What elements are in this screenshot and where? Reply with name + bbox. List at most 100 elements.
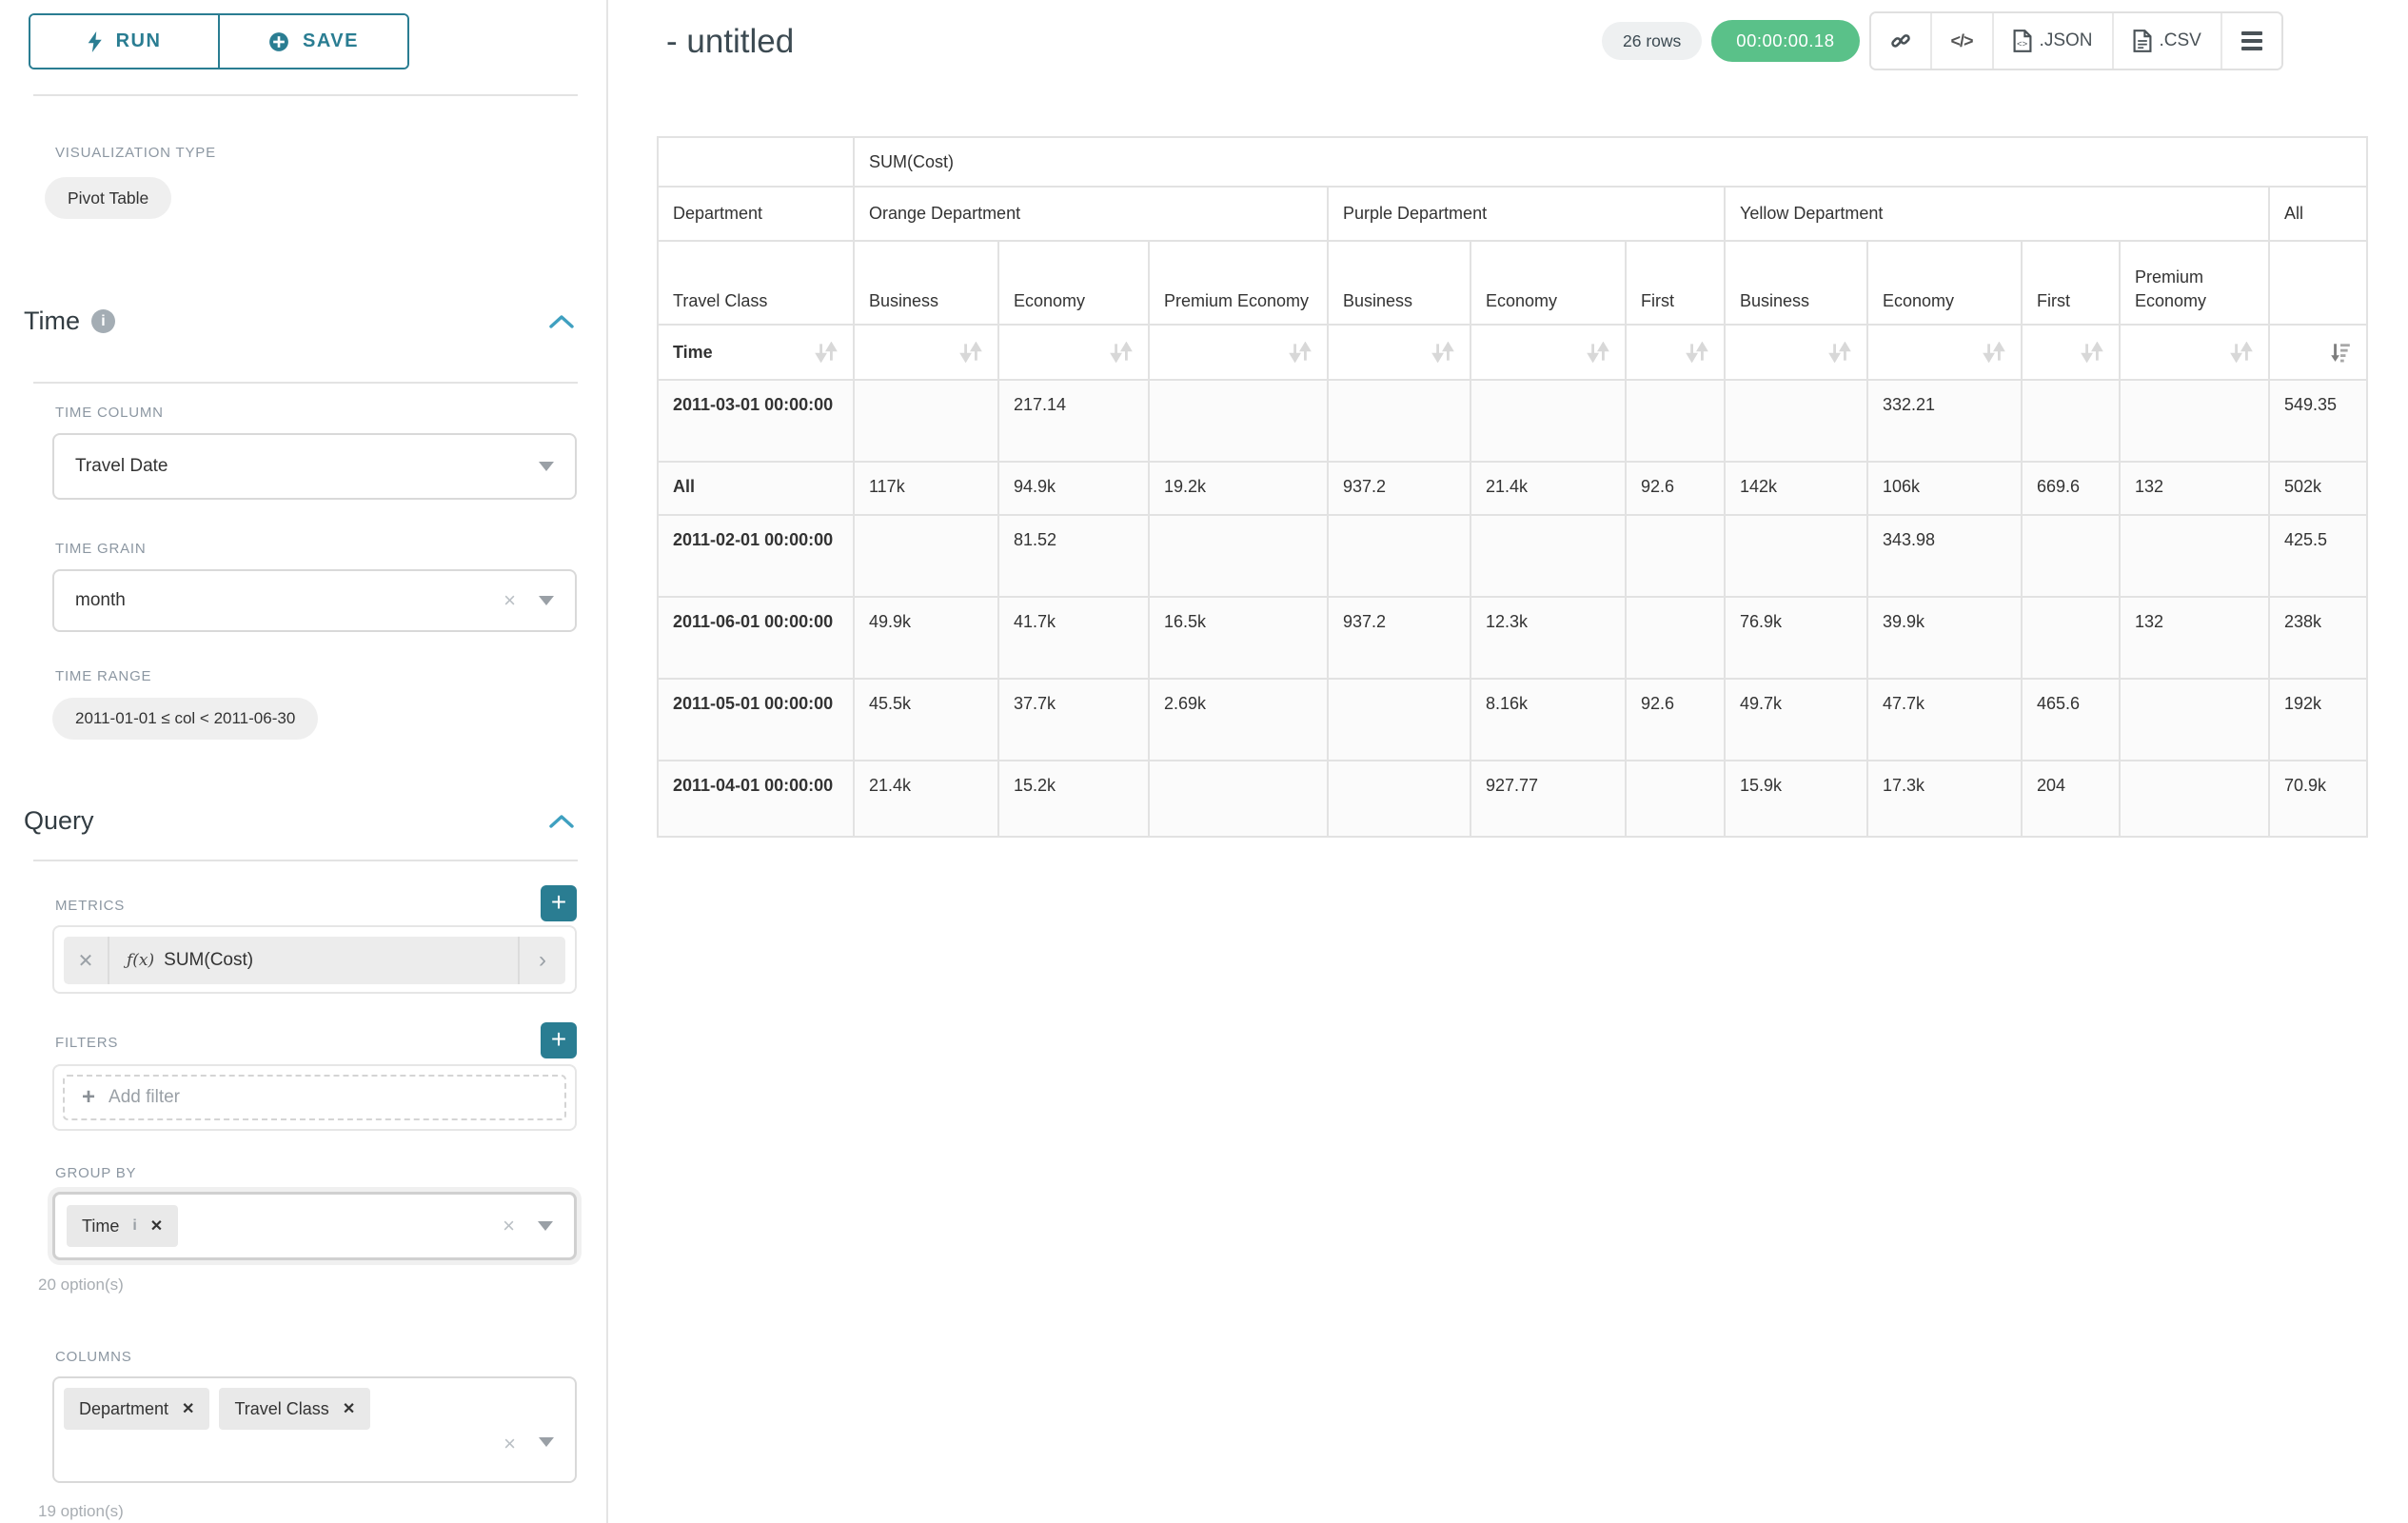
columns-chip[interactable]: Travel Class: [219, 1388, 370, 1430]
time-grain-select[interactable]: month: [52, 569, 577, 632]
value-cell: 927.77: [1470, 761, 1626, 837]
value-cell: 332.21: [1867, 380, 2022, 462]
remove-chip-icon[interactable]: [150, 1216, 163, 1236]
chevron-up-icon[interactable]: [549, 314, 574, 329]
query-actions-bar: RUN SAVE: [0, 0, 606, 70]
link-icon: [1890, 30, 1911, 51]
column-leaf-header: First: [1626, 241, 1725, 325]
time-range-pill[interactable]: 2011-01-01 ≤ col < 2011-06-30: [52, 698, 318, 740]
remove-metric-icon[interactable]: [64, 937, 109, 984]
sort-toggle-icon[interactable]: [1109, 342, 1134, 363]
sort-toggle-icon[interactable]: [1586, 342, 1610, 363]
time-range-label: TIME RANGE: [55, 668, 151, 684]
sort-toggle-icon[interactable]: [1982, 342, 2006, 363]
row-header-cell: 2011-05-01 00:00:00: [658, 679, 854, 761]
value-cell: 8.16k: [1470, 679, 1626, 761]
department-dimension-cell: Department: [658, 187, 854, 241]
sort-toggle-icon[interactable]: [1685, 342, 1709, 363]
value-cell: [2022, 515, 2120, 597]
add-metric-button[interactable]: [541, 885, 577, 921]
sort-toggle-icon[interactable]: [1827, 342, 1852, 363]
filters-label: FILTERS: [55, 1035, 118, 1051]
chart-title[interactable]: - untitled: [666, 23, 794, 61]
value-cell: [2120, 679, 2269, 761]
clear-icon[interactable]: [503, 1434, 516, 1454]
sort-header-cell: [1725, 325, 1867, 380]
sort-header-cell: [2120, 325, 2269, 380]
time-section-header: Time: [24, 307, 115, 336]
column-leaf-header: First: [2022, 241, 2120, 325]
clear-icon[interactable]: [503, 590, 516, 611]
column-group-header: Yellow Department: [1725, 187, 2269, 241]
row-header-cell: 2011-03-01 00:00:00: [658, 380, 854, 462]
divider: [33, 860, 578, 861]
group-by-chip[interactable]: Time i: [67, 1205, 178, 1247]
visualization-type-pill[interactable]: Pivot Table: [45, 177, 171, 219]
sort-toggle-icon[interactable]: [814, 342, 839, 363]
group-by-select[interactable]: Time i: [52, 1192, 577, 1260]
visualization-type-label: VISUALIZATION TYPE: [55, 145, 216, 161]
menu-button[interactable]: [2220, 13, 2281, 69]
add-filter-button[interactable]: [541, 1022, 577, 1058]
column-group-header: Orange Department: [854, 187, 1328, 241]
columns-select[interactable]: Department Travel Class: [52, 1376, 577, 1483]
share-link-button[interactable]: [1871, 13, 1930, 69]
value-cell: 19.2k: [1149, 462, 1328, 515]
chevron-down-icon: [538, 1221, 553, 1231]
sort-header-cell: [1328, 325, 1470, 380]
chevron-down-icon: [539, 596, 554, 605]
sort-desc-active-icon[interactable]: [2329, 341, 2352, 364]
value-cell: [1470, 380, 1626, 462]
column-leaf-header: Business: [854, 241, 998, 325]
time-dimension-cell: Time: [658, 325, 854, 380]
sort-toggle-icon[interactable]: [1431, 342, 1455, 363]
pivot-table-container: SUM(Cost)DepartmentOrange DepartmentPurp…: [657, 136, 2368, 838]
chevron-up-icon[interactable]: [549, 814, 574, 829]
value-cell: 81.52: [998, 515, 1149, 597]
run-button[interactable]: RUN: [30, 15, 218, 68]
value-cell: 21.4k: [1470, 462, 1626, 515]
sort-toggle-icon[interactable]: [1288, 342, 1313, 363]
sort-toggle-icon[interactable]: [2080, 342, 2104, 363]
value-cell: [1626, 597, 1725, 679]
value-cell: 937.2: [1328, 462, 1470, 515]
column-leaf-header: Economy: [1867, 241, 2022, 325]
clear-icon[interactable]: [503, 1216, 515, 1236]
query-section-header: Query: [24, 806, 94, 836]
time-column-label: TIME COLUMN: [55, 405, 164, 421]
save-button[interactable]: SAVE: [218, 15, 407, 68]
value-cell: 132: [2120, 597, 2269, 679]
divider: [33, 382, 578, 384]
export-toolbar: </> <> .JSON .CSV: [1869, 11, 2283, 70]
value-cell: 2.69k: [1149, 679, 1328, 761]
columns-chip[interactable]: Department: [64, 1388, 209, 1430]
corner-cell: [658, 137, 854, 187]
group-by-options-hint: 20 option(s): [38, 1276, 124, 1295]
value-cell: 21.4k: [854, 761, 998, 837]
remove-chip-icon[interactable]: [182, 1399, 194, 1418]
export-json-button[interactable]: <> .JSON: [1992, 13, 2112, 69]
value-cell: [854, 380, 998, 462]
value-cell: [2022, 380, 2120, 462]
metric-chip[interactable]: ƒ(x) SUM(Cost): [64, 937, 565, 984]
remove-chip-icon[interactable]: [343, 1399, 355, 1418]
column-leaf-header: Business: [1328, 241, 1470, 325]
file-csv-icon: [2133, 30, 2152, 52]
sort-toggle-icon[interactable]: [958, 342, 983, 363]
embed-code-button[interactable]: </>: [1930, 13, 1992, 69]
value-cell: 12.3k: [1470, 597, 1626, 679]
value-cell: 41.7k: [998, 597, 1149, 679]
result-controls: 26 rows 00:00:00.18 </> <> .JSON: [1602, 13, 2283, 69]
expand-metric-icon[interactable]: [518, 937, 565, 984]
sort-toggle-icon[interactable]: [2229, 342, 2254, 363]
travel-class-dimension-cell: Travel Class: [658, 241, 854, 325]
add-filter-dropzone[interactable]: Add filter: [63, 1075, 566, 1120]
value-cell: [2120, 515, 2269, 597]
time-column-select[interactable]: Travel Date: [52, 433, 577, 500]
export-csv-button[interactable]: .CSV: [2112, 13, 2220, 69]
value-cell: 15.2k: [998, 761, 1149, 837]
metric-name: SUM(Cost): [164, 950, 253, 971]
column-group-header: All: [2269, 187, 2367, 241]
value-cell: 142k: [1725, 462, 1867, 515]
value-cell: 16.5k: [1149, 597, 1328, 679]
